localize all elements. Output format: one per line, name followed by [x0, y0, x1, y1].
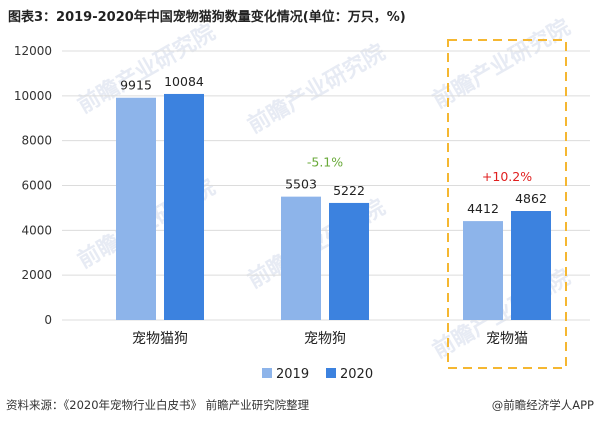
bar-2019 [463, 221, 503, 320]
watermark-text: 前瞻产业研究院 [243, 39, 389, 139]
source-note: 资料来源：《2020年宠物行业白皮书》 前瞻产业研究院整理 [6, 398, 310, 412]
chart-title: 图表3：2019-2020年中国宠物猫狗数量变化情况(单位：万只，%) [8, 10, 406, 25]
bar-value-label: 4862 [515, 191, 547, 206]
change-annotation: -5.1% [307, 155, 343, 170]
legend-label: 2020 [340, 367, 373, 382]
highlight-box [447, 39, 567, 369]
y-tick-label: 6000 [21, 179, 52, 193]
legend-label: 2019 [276, 367, 309, 382]
x-category-label: 宠物狗 [304, 331, 346, 347]
legend-swatch [326, 368, 336, 378]
y-tick-label: 4000 [21, 223, 52, 237]
change-annotation: +10.2% [482, 169, 532, 184]
bar-2019 [116, 97, 156, 321]
y-tick-label: 8000 [21, 134, 52, 148]
x-category-label: 宠物猫 [486, 331, 528, 347]
x-category-label: 宠物猫狗 [132, 331, 188, 347]
legend-swatch [262, 368, 272, 378]
bar-2020 [164, 93, 204, 320]
legend: 2019 2020 [262, 367, 373, 382]
labels-layer: 9915 10084 宠物猫狗 5503 5222 宠物狗 4412 4862 宠物猫 -5.1%… [120, 74, 547, 347]
bar-value-label: 5222 [333, 183, 365, 198]
bar-value-label: 10084 [164, 74, 204, 89]
bar-2020 [511, 211, 551, 320]
bar-2019 [281, 196, 321, 320]
y-tick-label: 0 [44, 313, 52, 327]
highlight-box-layer [447, 39, 567, 369]
y-tick-label: 2000 [21, 268, 52, 282]
bar-value-label: 9915 [120, 78, 152, 93]
bar-value-label: 5503 [285, 177, 317, 192]
watermark-text: 前瞻产业研究院 [428, 14, 574, 114]
bars-layer [116, 93, 551, 321]
credit-note: @前瞻经济学人APP [491, 398, 594, 412]
y-tick-label: 10000 [14, 89, 52, 103]
bar-value-label: 4412 [467, 201, 499, 216]
bar-2020 [329, 202, 369, 320]
y-tick-label: 12000 [14, 44, 52, 58]
